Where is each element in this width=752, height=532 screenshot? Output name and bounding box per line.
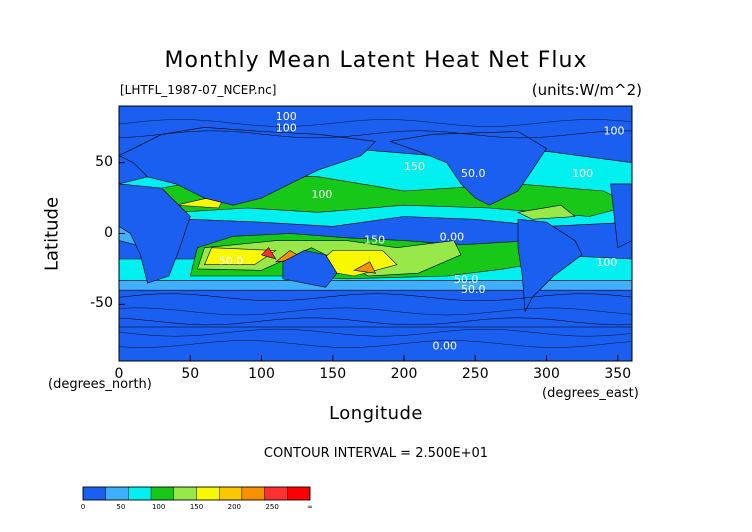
chart-title: Monthly Mean Latent Heat Net Flux bbox=[164, 48, 588, 73]
file-label: [LHTFL_1987-07_NCEP.nc] bbox=[120, 83, 277, 97]
colorbar-level-label: 50 bbox=[116, 503, 126, 511]
colorbar-swatch bbox=[82, 486, 106, 501]
x-tick-label: 250 bbox=[461, 366, 489, 382]
y-axis-unit: (degrees_north) bbox=[48, 377, 152, 392]
x-tick-label: 0 bbox=[114, 366, 124, 382]
contour-label: 100 bbox=[572, 167, 593, 180]
colorbar-level-label: 100 bbox=[151, 503, 166, 511]
contour-line bbox=[119, 119, 632, 127]
colorbar-swatch bbox=[105, 486, 129, 501]
contour-label: 50.0 bbox=[454, 273, 479, 286]
contour-label: 100 bbox=[311, 188, 332, 201]
contour-label: 100 bbox=[604, 124, 625, 137]
y-tick-label: 50 bbox=[95, 153, 113, 170]
y-tick-label: -50 bbox=[90, 295, 113, 312]
x-axis-label: Longitude bbox=[328, 403, 424, 424]
contour-line bbox=[119, 293, 632, 302]
x-tick-label: 100 bbox=[248, 366, 275, 382]
x-tick-label: 50 bbox=[181, 366, 200, 382]
contour-line bbox=[119, 130, 632, 139]
flux-maximum bbox=[260, 247, 277, 260]
contour-label: 0.00 bbox=[433, 340, 458, 353]
contour-line bbox=[119, 340, 632, 348]
africa-west-land bbox=[610, 183, 632, 249]
contour-line bbox=[119, 307, 632, 316]
north-america-land bbox=[389, 131, 547, 206]
colorbar-swatch bbox=[264, 486, 288, 501]
units-label: (units:W/m^2) bbox=[531, 81, 642, 99]
eurasia-land bbox=[119, 126, 377, 206]
contour-label: 50.0 bbox=[461, 167, 486, 180]
antarctica-land bbox=[119, 326, 632, 361]
colorbar-swatch bbox=[241, 486, 265, 501]
pacific-peak bbox=[353, 261, 377, 274]
contour-label: 100 bbox=[596, 256, 617, 269]
colorbar-swatch bbox=[128, 486, 152, 501]
africa-land bbox=[119, 183, 191, 284]
x-tick-label: 150 bbox=[319, 366, 347, 382]
contour-line bbox=[119, 328, 632, 337]
contour-label: 50.0 bbox=[219, 255, 244, 268]
x-tick-label: 300 bbox=[533, 366, 560, 382]
contour-label: 100 bbox=[276, 110, 297, 123]
colorbar-level-label: 0 bbox=[80, 503, 86, 511]
y-tick-label: 0 bbox=[104, 224, 113, 241]
contour-line bbox=[119, 317, 632, 326]
colorbar-swatch bbox=[196, 486, 220, 501]
contour-label: 150 bbox=[404, 160, 425, 173]
colorbar-frame bbox=[82, 486, 311, 501]
caribbean-band bbox=[517, 204, 576, 220]
colorbar-swatch bbox=[287, 486, 311, 501]
colorbar-swatch bbox=[150, 486, 175, 501]
x-tick-label: 200 bbox=[390, 366, 418, 382]
colorbar-level-label: ∞ bbox=[307, 503, 313, 511]
colorbar-level-label: 200 bbox=[227, 503, 242, 511]
y-axis-label: Latitude bbox=[41, 196, 63, 272]
x-axis-unit: (degrees_east) bbox=[542, 386, 639, 401]
x-tick-label: 350 bbox=[604, 366, 632, 382]
heatmap-field bbox=[119, 106, 632, 361]
colorbar-level-label: 150 bbox=[189, 503, 204, 511]
contour-label: 50.0 bbox=[461, 283, 486, 296]
colorbar-level-label: 250 bbox=[265, 503, 279, 511]
contour-label: 150 bbox=[364, 233, 385, 246]
australia-land bbox=[282, 250, 338, 288]
colorbar-swatch bbox=[218, 486, 243, 501]
colorbar-swatch bbox=[173, 486, 197, 501]
indian-ocean-max bbox=[204, 247, 277, 265]
contour-label: 0.00 bbox=[440, 231, 465, 244]
south-america-land bbox=[517, 218, 583, 313]
contour-label: 100 bbox=[276, 122, 297, 135]
contour-interval-text: CONTOUR INTERVAL = 2.500E+01 bbox=[263, 446, 489, 461]
